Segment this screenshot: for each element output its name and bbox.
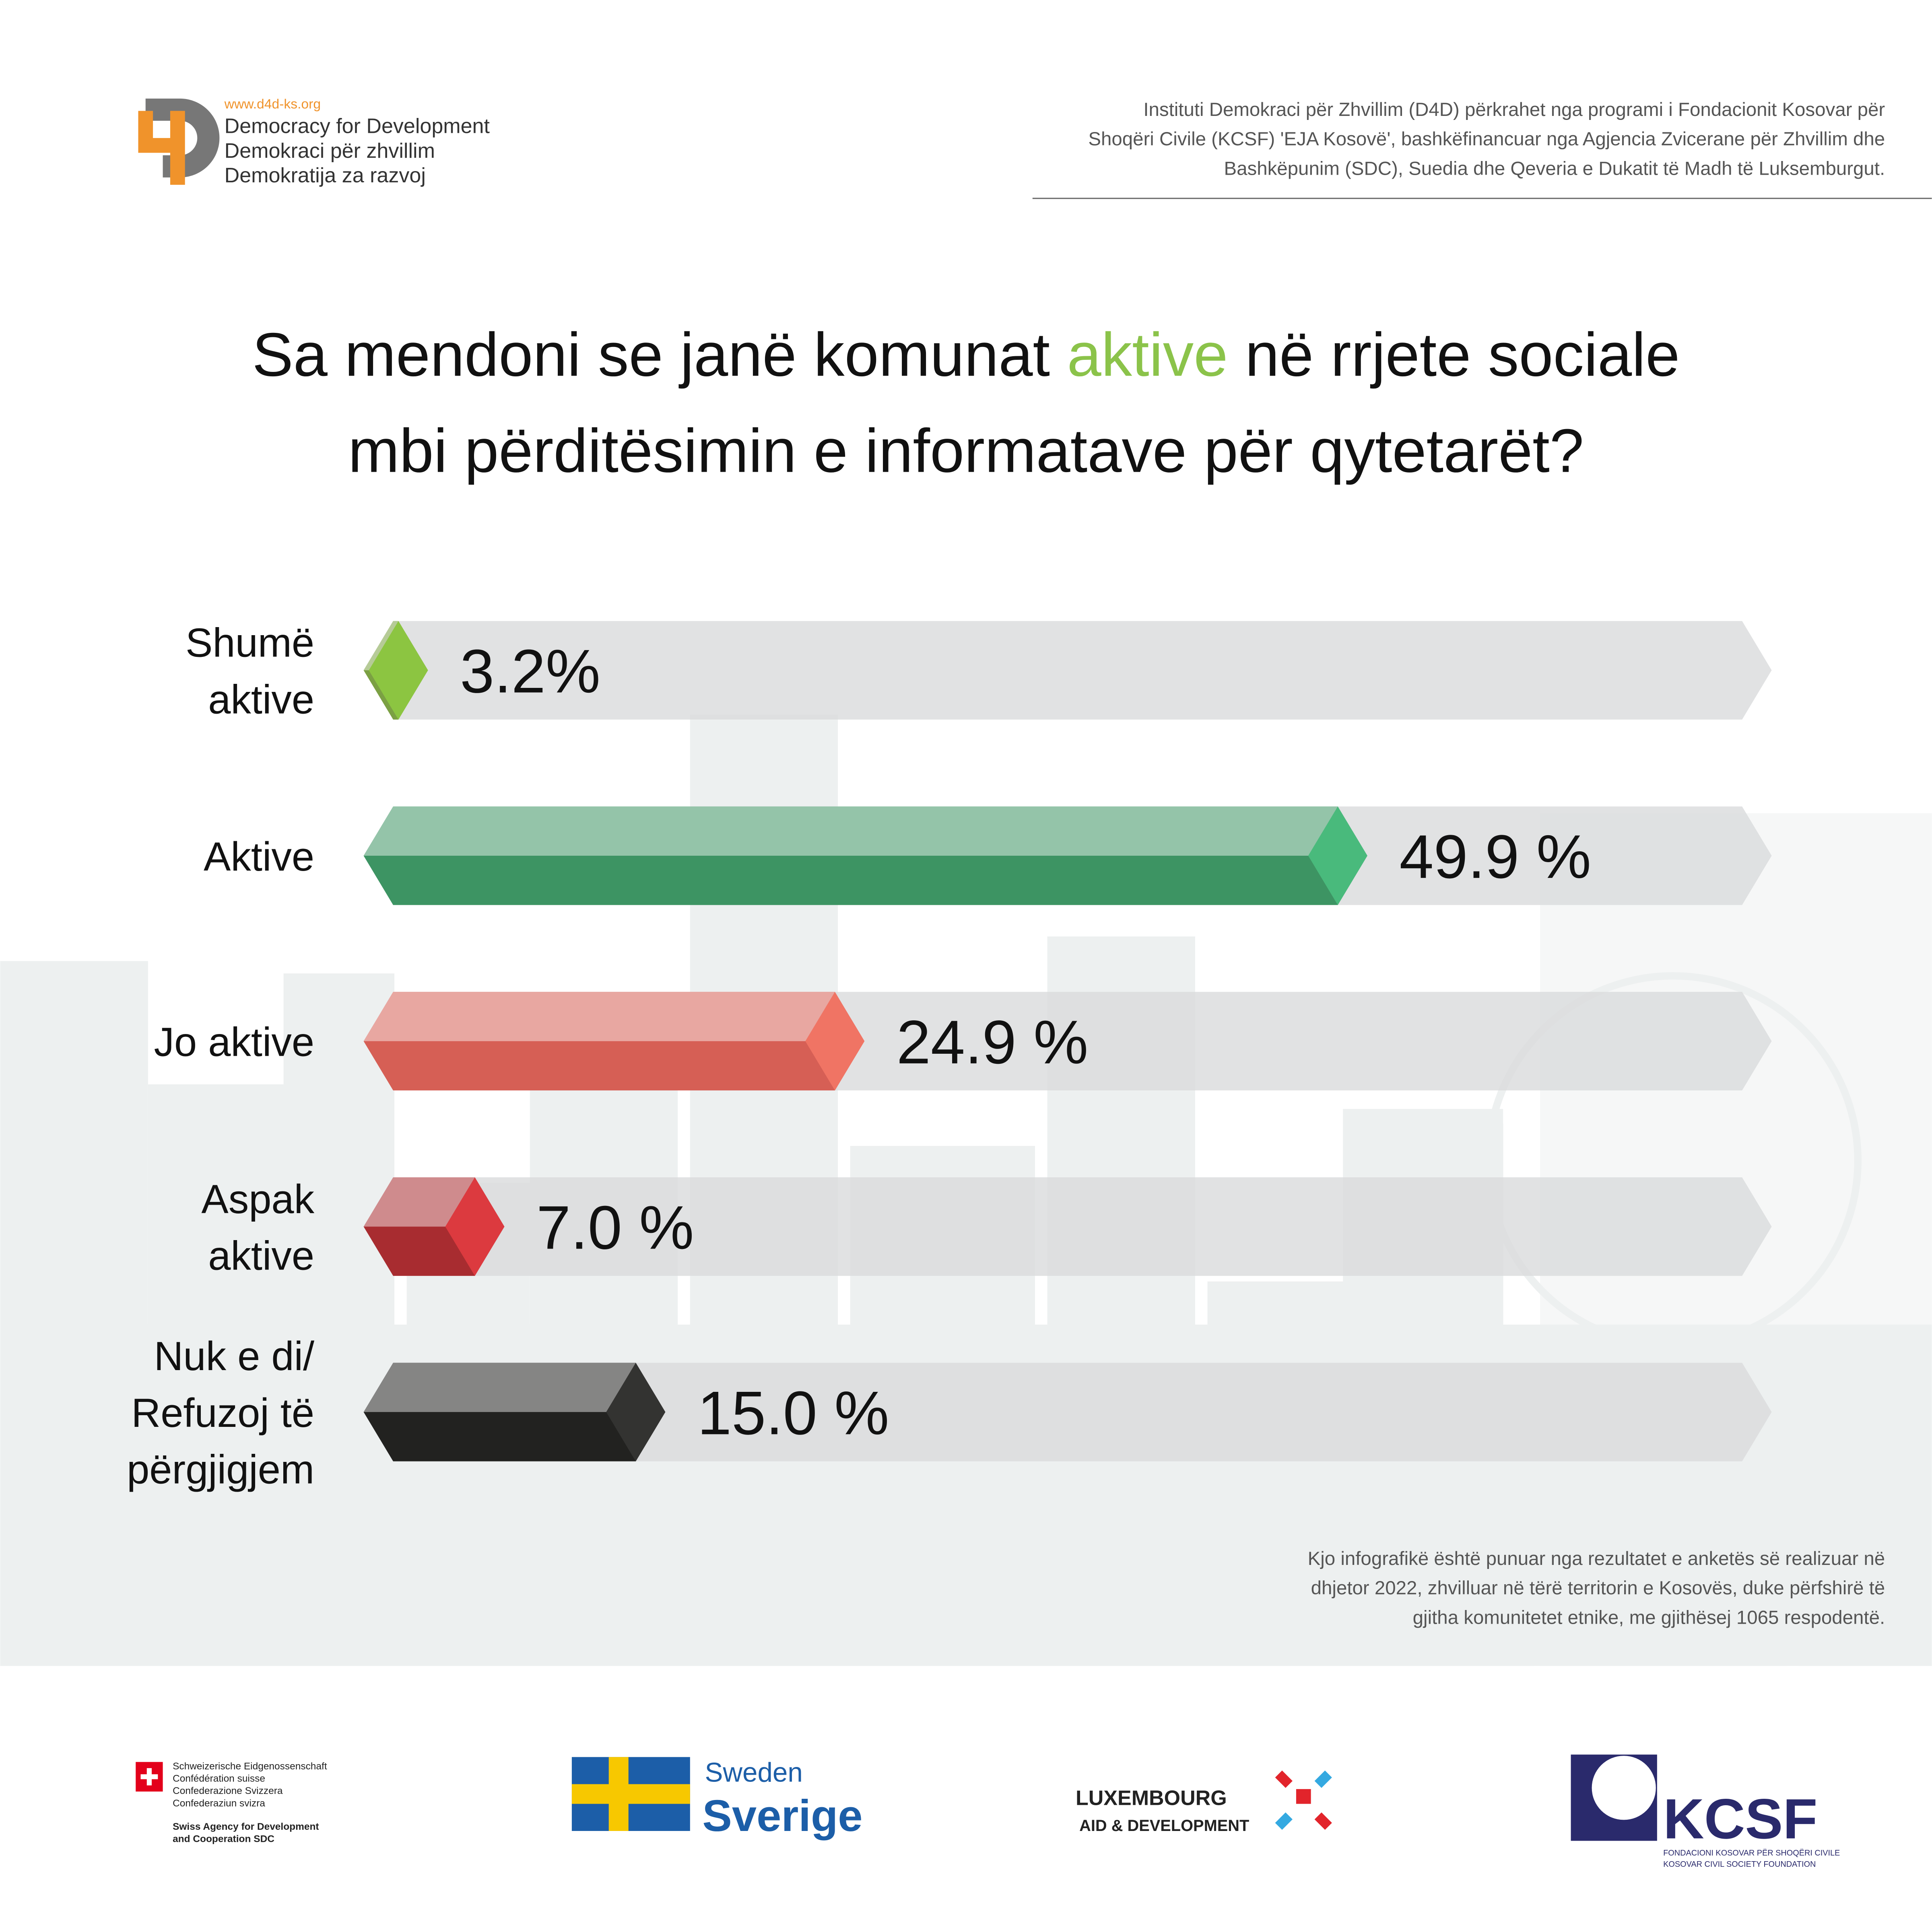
category-label: Nuk e di/ (154, 1334, 315, 1379)
value-label: 3.2% (460, 637, 600, 706)
category-label: aktive (208, 1234, 314, 1279)
title-line: Sa mendoni se janë komunat aktive në rrj… (252, 320, 1680, 389)
logo-url: www.d4d-ks.org (224, 97, 321, 111)
org-name: Demokratija za razvoj (225, 164, 426, 187)
footnote-line: gjitha komunitetet etnike, me gjithësej … (1413, 1607, 1885, 1629)
lux-sub: AID & DEVELOPMENT (1079, 1817, 1249, 1835)
sweden-logo: Sweden Sverige (571, 1757, 863, 1841)
category-label: Jo aktive (154, 1020, 314, 1065)
title-part: Sa mendoni se janë komunat (252, 320, 1067, 389)
flag-cross (571, 1784, 690, 1804)
chart-title: Sa mendoni se janë komunat aktive në rrj… (252, 320, 1680, 485)
value-label: 15.0 % (697, 1379, 889, 1447)
sdc-line: and Cooperation SDC (173, 1834, 274, 1845)
category-label: përgjigjem (127, 1447, 314, 1492)
value-label: 7.0 % (536, 1193, 694, 1262)
kcsf-sub: FONDACIONI KOSOVAR PËR SHOQËRI CIVILE (1663, 1849, 1840, 1858)
org-name: Demokraci për zhvillim (225, 139, 435, 163)
bar-top (363, 806, 1338, 856)
bar-track (363, 1177, 1772, 1276)
swiss-line: Confederaziun svizra (173, 1798, 265, 1809)
swiss-line: Confédération suisse (173, 1773, 265, 1784)
logo-4 (138, 111, 185, 185)
bar (363, 1362, 666, 1461)
logo: www.d4d-ks.org Democracy for Development… (138, 97, 490, 187)
title-part: mbi përditësimin e informatave për qytet… (348, 416, 1584, 485)
support-note: Instituti Demokraci për Zhvillim (D4D) p… (1088, 99, 1885, 180)
swiss-logo: Schweizerische Eidgenossenschaft Confédé… (136, 1761, 327, 1845)
lux-text: LUXEMBOURG (1076, 1787, 1227, 1810)
category-label: Aspak (201, 1177, 314, 1222)
bar (363, 992, 865, 1091)
org-name: Democracy for Development (225, 115, 490, 138)
bar (363, 806, 1367, 905)
sverige-text: Sverige (702, 1791, 862, 1841)
lux-mark (1275, 1770, 1332, 1830)
bar-tip (805, 992, 865, 1091)
bar-top (363, 1362, 636, 1412)
bar-track (363, 1362, 1772, 1461)
category-label: Refuzoj të (131, 1391, 314, 1436)
category-label: Aktive (204, 834, 314, 879)
title-part: aktive (1067, 320, 1228, 389)
support-line: Shoqëri Civile (KCSF) 'EJA Kosovë', bash… (1088, 128, 1885, 150)
category-label: aktive (208, 677, 314, 722)
support-line: Bashkëpunim (SDC), Suedia dhe Qeveria e … (1224, 158, 1885, 180)
footnote: Kjo infografikë është punuar nga rezulta… (1308, 1548, 1885, 1629)
luxembourg-logo: LUXEMBOURG AID & DEVELOPMENT (1076, 1770, 1332, 1835)
kcsf-logo: KCSF FONDACIONI KOSOVAR PËR SHOQËRI CIVI… (1571, 1754, 1840, 1869)
swiss-line: Schweizerische Eidgenossenschaft (173, 1761, 327, 1772)
title-line: mbi përditësimin e informatave për qytet… (348, 416, 1584, 485)
bar-tip (1308, 806, 1367, 905)
swiss-cross (140, 1768, 158, 1785)
logo-d (145, 98, 220, 178)
bar-tip (445, 1177, 505, 1276)
bars: 3.2% Shumë aktive 49.9 % Aktive 24.9 % Jo akti… (127, 621, 1772, 1492)
title-part: në rrjete sociale (1228, 320, 1680, 389)
value-label: 49.9 % (1399, 822, 1591, 891)
kcsf-circle (1592, 1756, 1656, 1820)
swiss-line: Confederazione Svizzera (173, 1785, 283, 1796)
footnote-line: dhjetor 2022, zhvilluar në tërë territor… (1311, 1577, 1885, 1599)
sweden-text: Sweden (705, 1758, 803, 1788)
category-label: Shumë (186, 621, 314, 666)
bar-track (363, 621, 1772, 720)
value-label: 24.9 % (897, 1008, 1088, 1077)
kcsf-text: KCSF (1663, 1787, 1817, 1850)
bar-tip (606, 1362, 666, 1461)
sdc-line: Swiss Agency for Development (173, 1821, 319, 1832)
footnote-line: Kjo infografikë është punuar nga rezulta… (1308, 1548, 1885, 1569)
bar-tip (369, 621, 428, 720)
kcsf-sub: KOSOVAR CIVIL SOCIETY FOUNDATION (1663, 1860, 1816, 1869)
bar-top (363, 1177, 475, 1227)
support-line: Instituti Demokraci për Zhvillim (D4D) p… (1143, 99, 1885, 120)
bar-top (363, 992, 835, 1041)
